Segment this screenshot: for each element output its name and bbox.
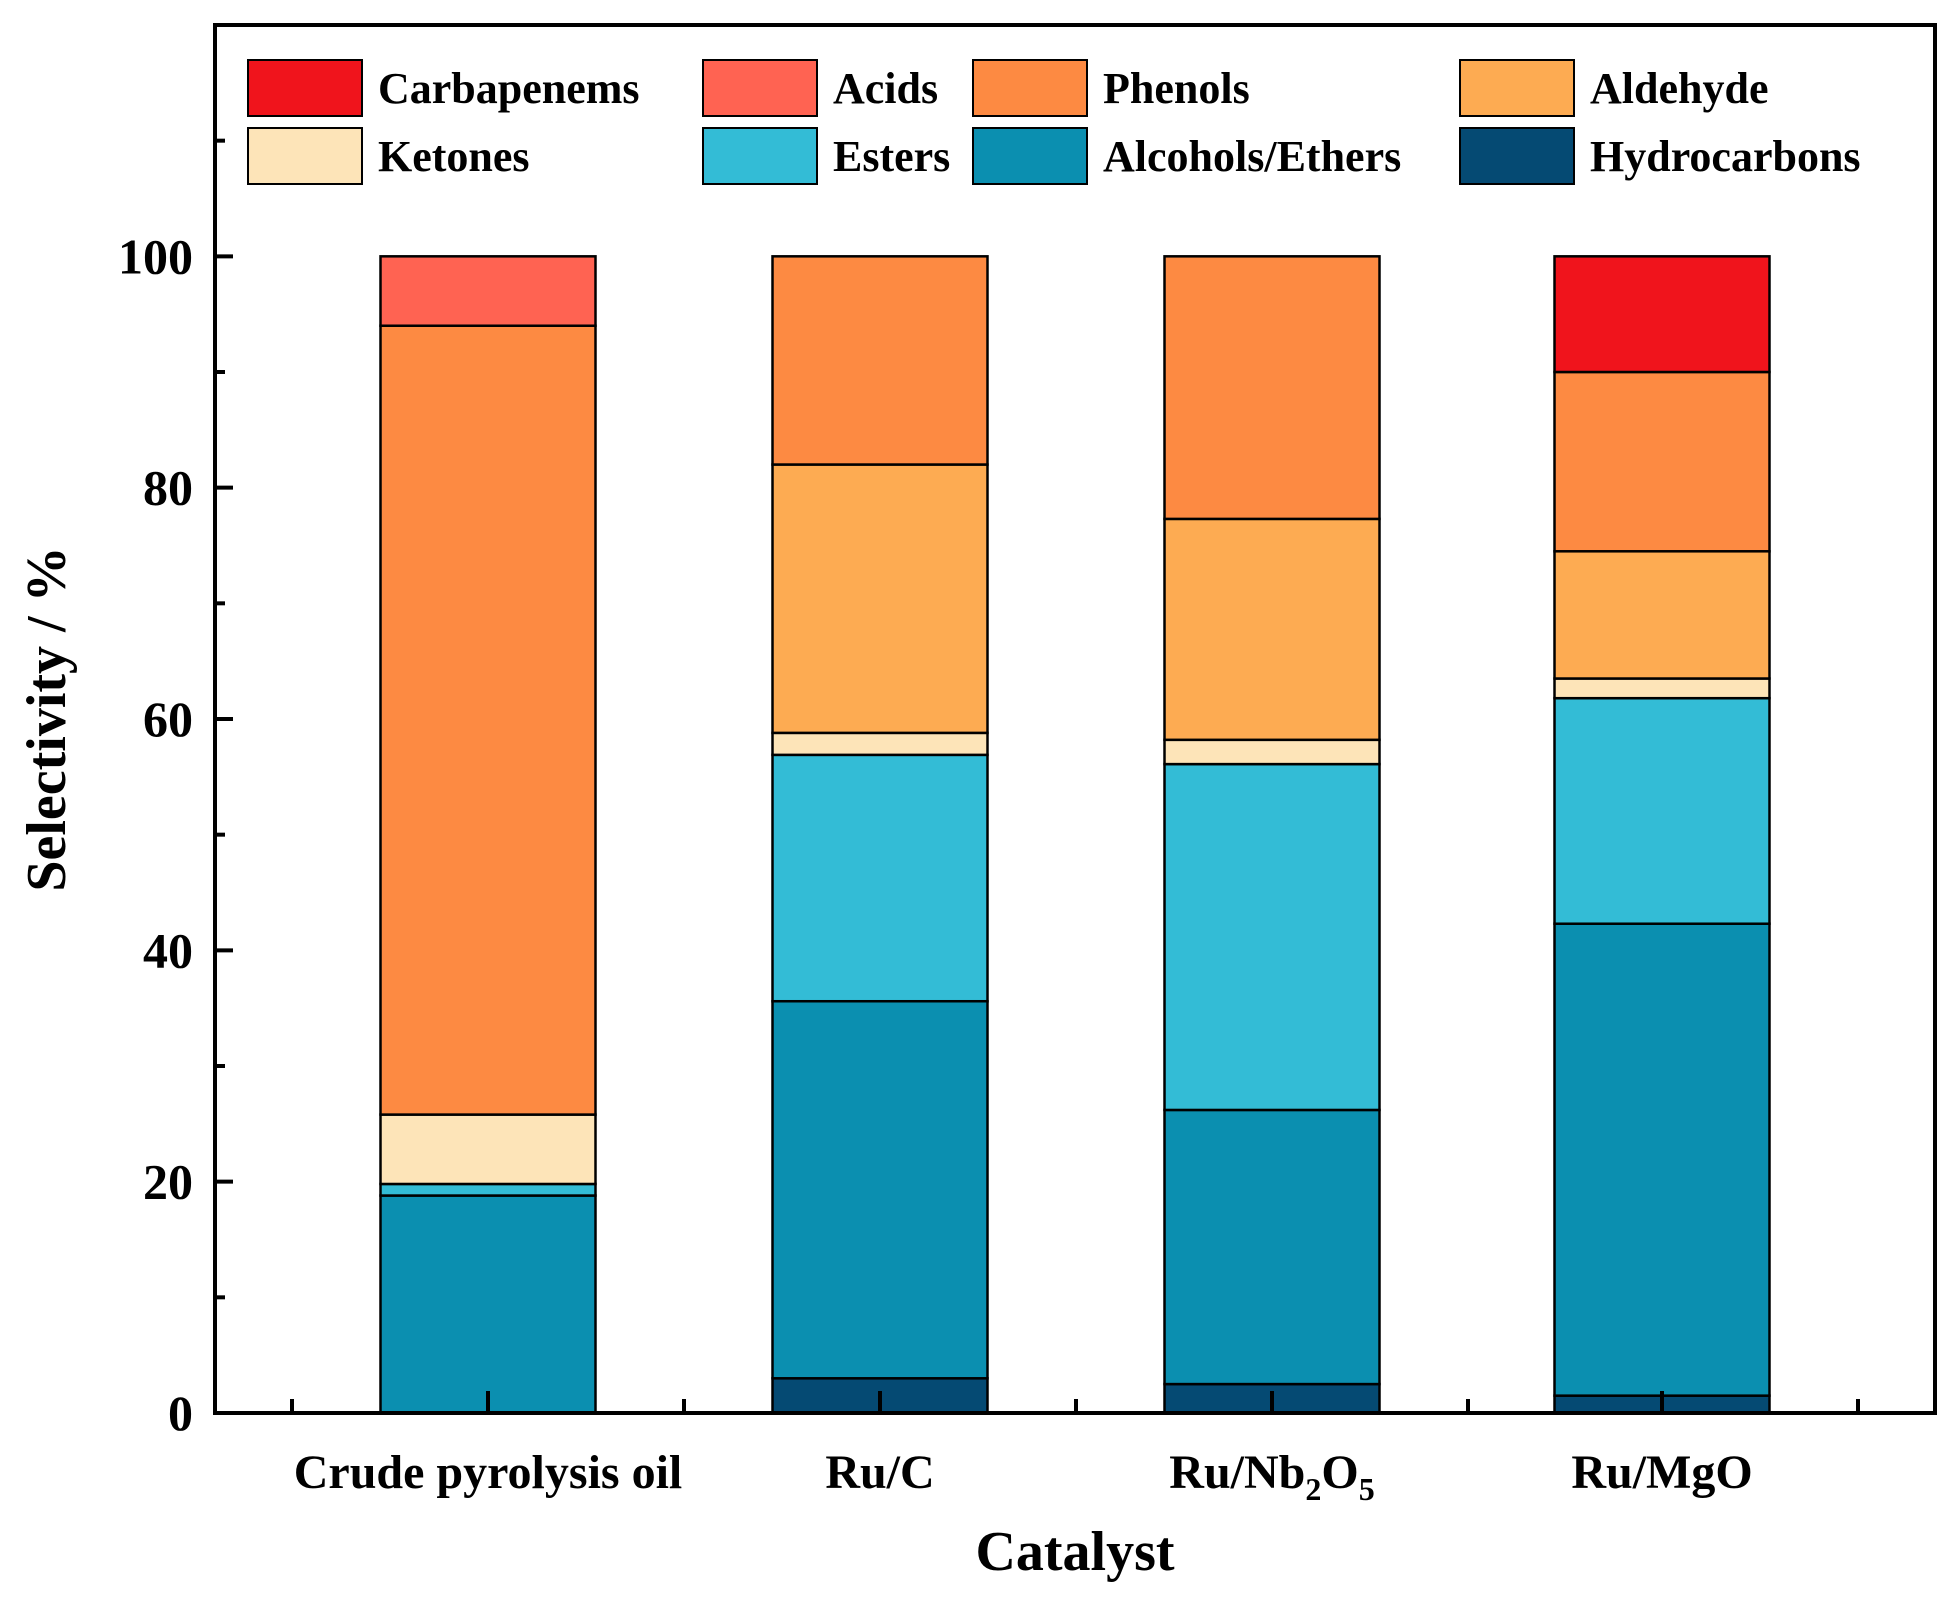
legend-label-hydrocarbons: Hydrocarbons <box>1590 132 1861 181</box>
y-axis-title: Selectivity / % <box>16 546 78 891</box>
bar-ru-mgo-esters <box>1553 696 1771 925</box>
bar-ru-nb2o5-phenols <box>1163 255 1381 521</box>
legend-label-alcohols-ethers: Alcohols/Ethers <box>1103 132 1401 181</box>
y-tick-label: 80 <box>143 460 193 516</box>
x-axis-title: Catalyst <box>975 1521 1174 1583</box>
ticks-group: 0 20 40 60 80 100 Crude pyrolysis oil Ru/C Ru/Nb… <box>118 138 1860 1507</box>
legend-swatch-phenols <box>972 59 1088 117</box>
bar-crude-pyrolysis-oil-alcohols-ethers <box>379 1194 597 1415</box>
legend-label-esters: Esters <box>833 132 950 181</box>
bar-ru-mgo-aldehyde <box>1553 550 1771 680</box>
bar-ru-nb2o5-esters <box>1163 762 1381 1112</box>
bar-ru-c-phenols <box>771 255 989 466</box>
bar-crude-pyrolysis-oil-ketones <box>379 1113 597 1186</box>
bar-ru-mgo-ketones <box>1553 677 1771 700</box>
bar-ru-c-alcohols-ethers <box>771 999 989 1380</box>
legend-label-carbapenems: Carbapenems <box>378 64 640 113</box>
bar-ru-mgo-carbapenems <box>1553 255 1771 374</box>
x-tick-label-ru-c: Ru/C <box>825 1446 934 1499</box>
legend-label-phenols: Phenols <box>1103 64 1250 113</box>
legend-swatch-carbapenems <box>247 59 363 117</box>
legend-swatch-aldehyde <box>1459 59 1575 117</box>
y-tick-label: 100 <box>118 228 193 284</box>
legend: Carbapenems Acids Phenols Aldehyde Ketones Es… <box>247 59 1861 185</box>
bar-ru-mgo-alcohols-ethers <box>1553 922 1771 1397</box>
legend-swatch-hydrocarbons <box>1459 127 1575 185</box>
bar-crude-pyrolysis-oil-esters <box>379 1182 597 1197</box>
y-tick-label: 60 <box>143 691 193 747</box>
bar-ru-nb2o5-ketones <box>1163 738 1381 766</box>
bar-crude-pyrolysis-oil-acids <box>379 255 597 327</box>
bar-ru-c-aldehyde <box>771 463 989 735</box>
bar-ru-c-esters <box>771 753 989 1003</box>
legend-swatch-acids <box>702 59 818 117</box>
bar-ru-mgo-phenols <box>1553 370 1771 553</box>
x-tick-label-ru-mgo: Ru/MgO <box>1571 1446 1752 1499</box>
y-tick-label: 40 <box>143 922 193 978</box>
legend-swatch-alcohols-ethers <box>972 127 1088 185</box>
bar-ru-nb2o5-alcohols-ethers <box>1163 1108 1381 1386</box>
bar-crude-pyrolysis-oil-phenols <box>379 324 597 1116</box>
legend-label-aldehyde: Aldehyde <box>1590 64 1768 113</box>
legend-label-ketones: Ketones <box>378 132 530 181</box>
legend-label-acids: Acids <box>833 64 938 113</box>
y-tick-label: 0 <box>168 1385 193 1441</box>
y-tick-label: 20 <box>143 1154 193 1210</box>
legend-swatch-ketones <box>247 127 363 185</box>
bars-group <box>379 255 1771 1415</box>
bar-ru-c-ketones <box>771 731 989 757</box>
x-tick-label-crude-pyrolysis-oil: Crude pyrolysis oil <box>294 1446 683 1499</box>
legend-swatch-esters <box>702 127 818 185</box>
bar-ru-nb2o5-aldehyde <box>1163 517 1381 742</box>
x-tick-label-ru-nb2o5: Ru/Nb2O5 <box>1169 1446 1374 1507</box>
